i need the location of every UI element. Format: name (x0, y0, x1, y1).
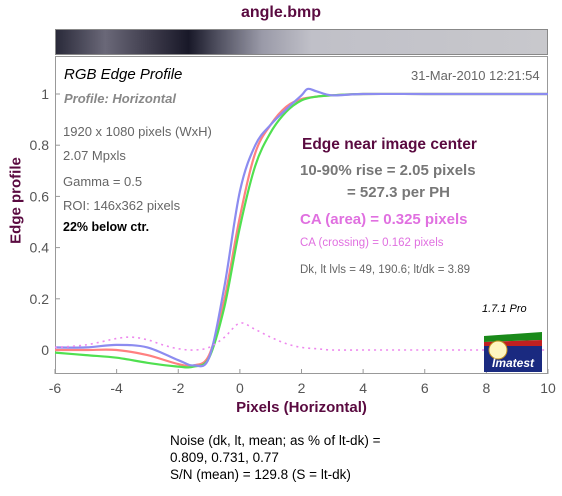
ca-area: CA (area) = 0.325 pixels (300, 211, 468, 228)
y-axis-label: Edge profile (7, 157, 25, 244)
rise-distance: 10-90% rise = 2.05 pixels (300, 162, 476, 179)
y-tick-label: 1 (41, 86, 49, 102)
x-tick-label: 4 (359, 380, 367, 396)
ca-crossing: CA (crossing) = 0.162 pixels (300, 237, 444, 249)
dark-light-levels: Dk, lt lvls = 49, 190.6; lt/dk = 3.89 (300, 264, 471, 276)
x-tick-label: -6 (49, 380, 62, 396)
x-axis-label: Pixels (Horizontal) (236, 399, 367, 416)
noise-line-2: 0.809, 0.731, 0.77 (170, 450, 279, 465)
version-label: 1.7.1 Pro (482, 303, 527, 315)
y-tick-label: 0 (41, 342, 49, 358)
image-size: 1920 x 1080 pixels (WxH) (63, 124, 212, 139)
timestamp: 31-Mar-2010 12:21:54 (411, 68, 540, 83)
y-tick-label: 0.6 (30, 188, 50, 204)
noise-summary: Noise (dk, lt, mean; as % of lt-dk) = 0.… (170, 432, 380, 483)
x-tick-label: 2 (298, 380, 306, 396)
x-tick-label: 8 (482, 380, 490, 396)
x-tick-label: 6 (421, 380, 429, 396)
noise-line-3: S/N (mean) = 129.8 (S = lt-dk) (170, 467, 351, 482)
y-tick-label: 0.8 (30, 137, 50, 153)
x-tick-label: -4 (110, 380, 123, 396)
x-tick-label: -2 (172, 380, 185, 396)
x-tick-label: 10 (540, 380, 556, 396)
imatest-logo: Imatest (484, 320, 542, 372)
results-heading: Edge near image center (302, 136, 477, 153)
noise-line-1: Noise (dk, lt, mean; as % of lt-dk) = (170, 433, 381, 448)
roi-location: 22% below ctr. (63, 220, 150, 234)
series-line-2 (54, 87, 548, 368)
y-tick-label: 0.4 (30, 240, 50, 256)
rise-per-ph: = 527.3 per PH (347, 184, 450, 201)
chart-title: RGB Edge Profile (64, 66, 183, 83)
window-title: angle.bmp (240, 4, 321, 21)
roi: ROI: 146x362 pixels (63, 198, 181, 213)
gamma: Gamma = 0.5 (63, 174, 143, 189)
megapixels: 2.07 Mpxls (63, 148, 126, 163)
edge-image-strip (55, 29, 548, 55)
y-tick-label: 0.2 (30, 291, 50, 307)
logo-text: Imatest (492, 356, 535, 370)
chart-subtitle: Profile: Horizontal (64, 91, 176, 106)
series-line-3 (54, 322, 548, 351)
x-tick-label: 0 (236, 380, 244, 396)
